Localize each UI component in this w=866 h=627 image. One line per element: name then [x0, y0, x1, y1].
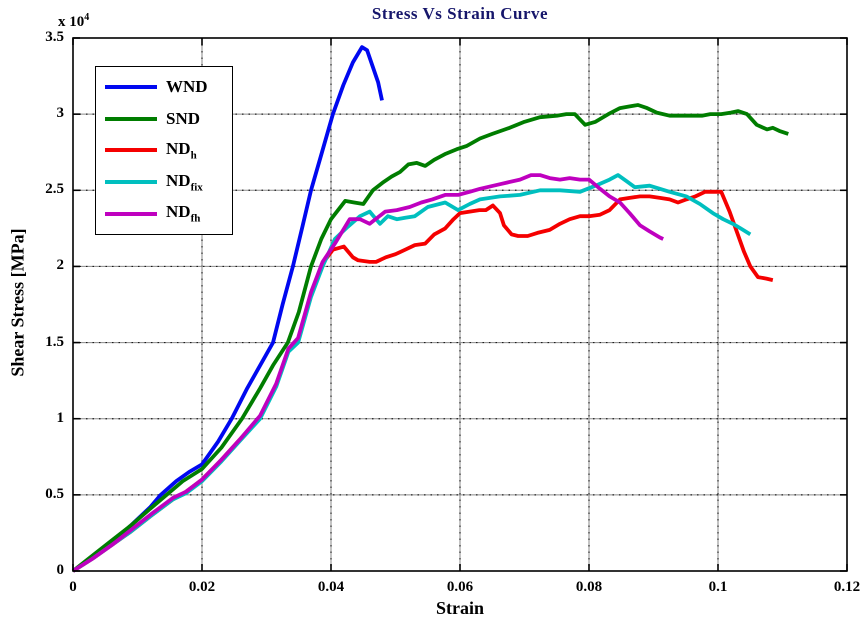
x-axis-label: Strain — [435, 598, 484, 618]
legend-label: NDh — [166, 138, 197, 162]
legend-item-WND: WND — [96, 72, 232, 102]
x-tick-label: 0.12 — [833, 579, 861, 595]
y-axis-multiplier-base: x 10 — [58, 14, 85, 30]
legend-line-swatch — [105, 180, 157, 185]
curve-SND — [71, 103, 789, 573]
legend-line-swatch — [105, 212, 157, 217]
x-tick-label: 0 — [69, 579, 77, 595]
legend-label: WND — [166, 77, 208, 97]
legend-line-swatch — [105, 116, 157, 121]
y-axis-multiplier: x 104 — [58, 12, 89, 31]
y-axis-multiplier-exponent: 4 — [84, 12, 90, 23]
chart-title: Stress Vs Strain Curve — [371, 4, 549, 23]
x-tick-label: 0.08 — [575, 579, 603, 595]
legend-label: SND — [166, 109, 201, 129]
legend-line-swatch — [105, 148, 157, 153]
legend-label: NDfix — [166, 170, 203, 193]
curve-NDh — [71, 189, 774, 573]
curve-WND — [71, 45, 384, 573]
legend-item-NDh: NDh — [96, 135, 232, 165]
legend-label: NDfh — [166, 202, 201, 225]
x-tick-label: 0.1 — [708, 579, 728, 595]
legend-item-NDfix: NDfix — [96, 167, 232, 197]
y-tick-label: 2 — [56, 257, 65, 274]
curve-NDfh — [71, 173, 664, 573]
y-tick-label: 0.5 — [45, 485, 64, 502]
x-tick-label: 0.04 — [317, 579, 345, 595]
legend: WND SND NDh NDfix NDfh — [95, 66, 233, 235]
legend-item-NDfh: NDfh — [96, 199, 232, 229]
x-tick-label: 0.02 — [188, 579, 216, 595]
y-tick-label: 3 — [56, 105, 65, 122]
y-tick-label: 0 — [56, 562, 65, 578]
legend-item-SND: SND — [96, 104, 232, 134]
legend-line-swatch — [105, 84, 157, 89]
x-tick-label: 0.06 — [446, 579, 474, 595]
y-tick-label: 2.5 — [45, 181, 64, 198]
y-tick-label: 3.5 — [45, 29, 64, 45]
y-axis-label: Shear Stress [MPa] — [7, 228, 28, 377]
y-tick-label: 1 — [56, 409, 65, 426]
y-tick-label: 1.5 — [45, 333, 64, 350]
